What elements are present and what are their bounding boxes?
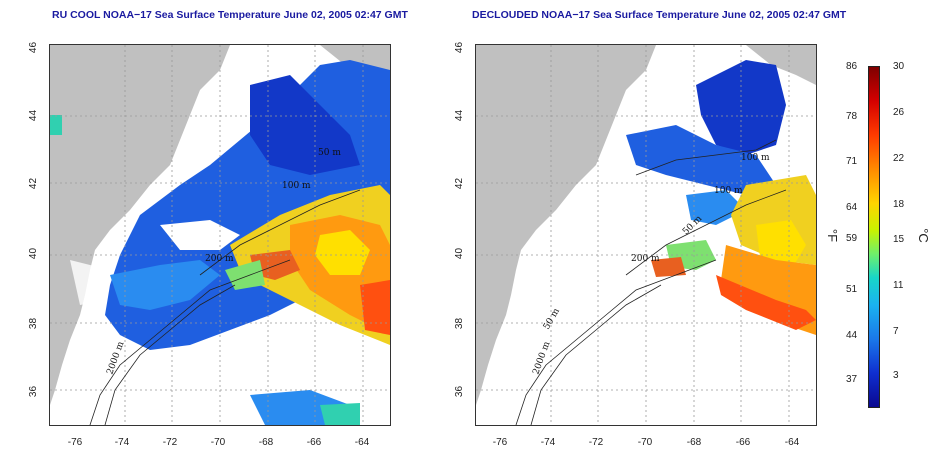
colorbar-c-label: 11: [893, 280, 904, 291]
right-x-tick: -74: [540, 437, 556, 448]
left-x-tick: -76: [67, 437, 83, 448]
left-y-tick: 42: [28, 177, 40, 190]
right-x-tick: -66: [735, 437, 751, 448]
right-y-tick: 42: [454, 177, 466, 190]
colorbar-c-label: 22: [893, 153, 905, 164]
colorbar-c-label: 18: [893, 199, 905, 210]
left-x-tick: -66: [306, 437, 322, 448]
colorbar-f-label: 86: [846, 61, 858, 72]
colorbar-c-label: 15: [893, 234, 905, 245]
left-x-tick: -72: [162, 437, 178, 448]
colorbar-f-label: 78: [846, 111, 858, 122]
right-map-title: DECLOUDED NOAA−17 Sea Surface Temperatur…: [472, 9, 847, 21]
left-y-tick: 40: [28, 247, 40, 260]
colorbar-f-label: 37: [846, 374, 858, 385]
left-x-tick: -74: [114, 437, 130, 448]
colorbar-f-label: 44: [846, 330, 858, 341]
left-x-tick: -70: [210, 437, 226, 448]
left-y-tick: 38: [28, 317, 40, 330]
left-y-tick: 44: [28, 109, 40, 122]
colorbar-c-label: 26: [893, 107, 905, 118]
right-x-tick: -68: [686, 437, 702, 448]
right-y-tick: 38: [454, 317, 466, 330]
right-sst-map: 200 m 100 m 100 m 50 m 2000 m 50 m: [475, 44, 817, 426]
colorbar-f-label: 71: [846, 156, 858, 167]
colorbar-c-label: 3: [893, 370, 899, 381]
left-x-tick: -64: [354, 437, 370, 448]
left-y-tick: 36: [28, 385, 40, 398]
temperature-colorbar: [868, 66, 880, 408]
colorbar-f-label: 51: [846, 284, 858, 295]
colorbar-f-label: 59: [846, 233, 858, 244]
left-contour-200m: 200 m: [205, 254, 234, 264]
right-y-tick: 46: [454, 41, 466, 54]
colorbar-c-label: 30: [893, 61, 905, 72]
left-x-tick: -68: [258, 437, 274, 448]
right-contour-100m-lower: 100 m: [714, 186, 743, 196]
right-y-tick: 36: [454, 385, 466, 398]
left-map-title: RU COOL NOAA−17 Sea Surface Temperature …: [52, 9, 408, 21]
left-contour-50m: 50 m: [318, 148, 341, 158]
left-contour-100m: 100 m: [282, 181, 311, 191]
right-contour-200m: 200 m: [631, 254, 660, 264]
fahrenheit-unit-label: °F: [825, 228, 841, 243]
right-y-tick: 44: [454, 109, 466, 122]
colorbar-c-label: 7: [893, 326, 899, 337]
left-sst-map: 200 m 100 m 50 m 2000 m: [49, 44, 391, 426]
right-contour-100m-upper: 100 m: [741, 153, 770, 163]
right-y-tick: 40: [454, 247, 466, 260]
colorbar-f-label: 64: [846, 202, 858, 213]
celsius-unit-label: °C: [915, 228, 931, 243]
right-x-tick: -64: [784, 437, 800, 448]
right-x-tick: -72: [588, 437, 604, 448]
right-x-tick: -70: [637, 437, 653, 448]
right-x-tick: -76: [492, 437, 508, 448]
left-y-tick: 46: [28, 41, 40, 54]
